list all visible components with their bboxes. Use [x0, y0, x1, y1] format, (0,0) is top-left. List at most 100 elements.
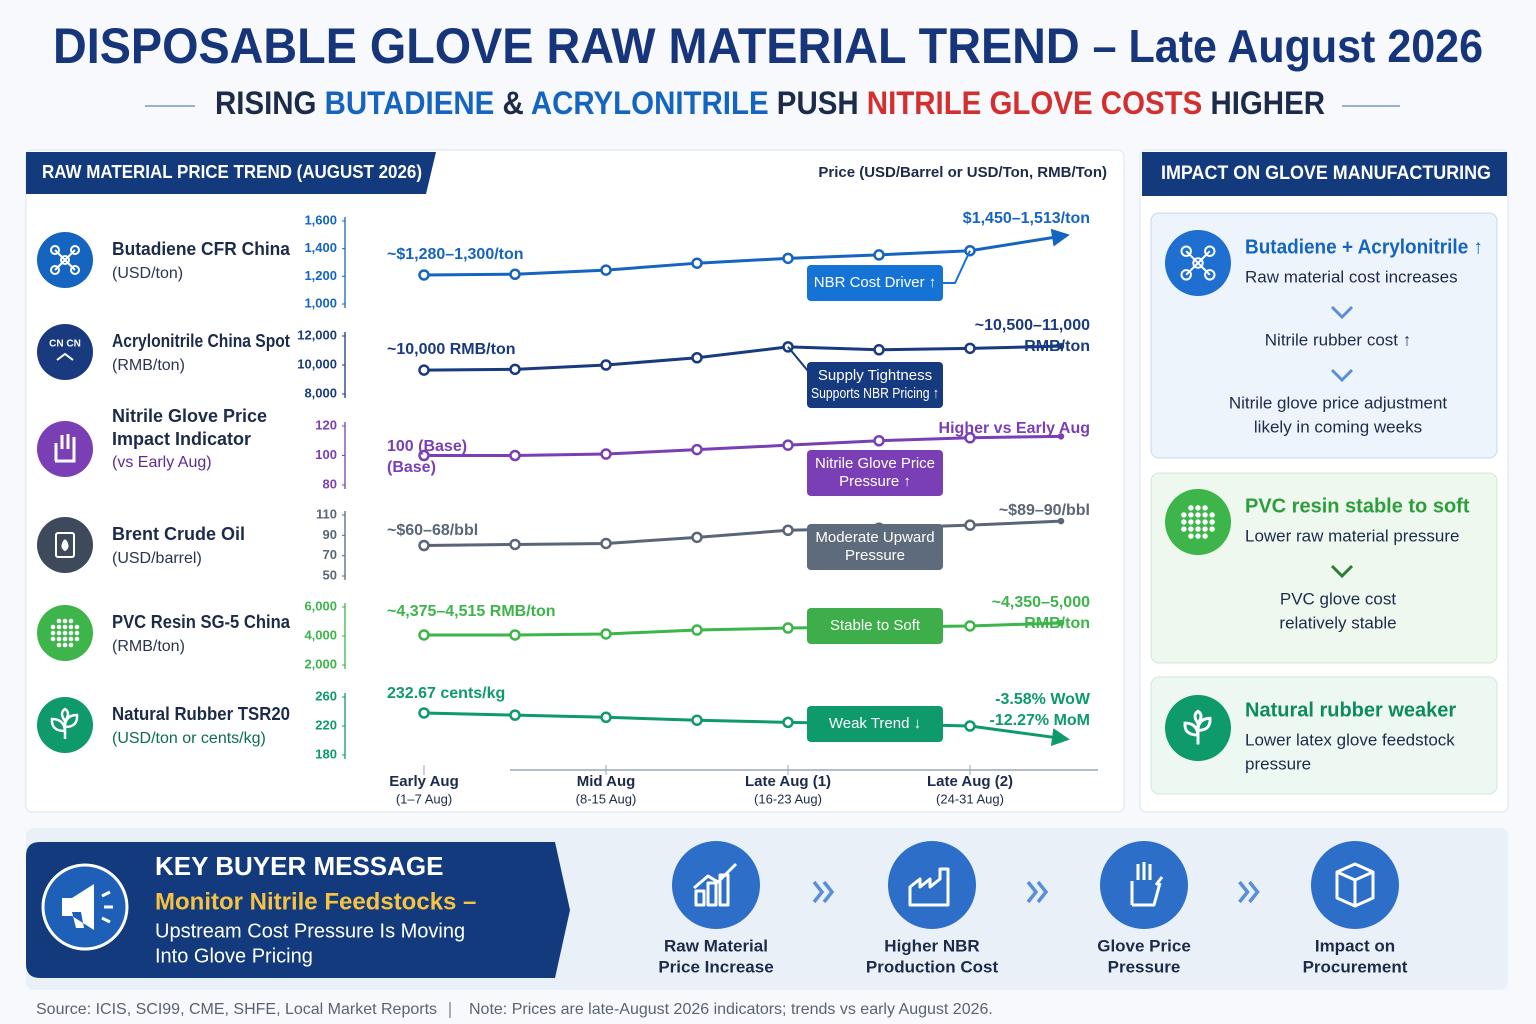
callout-text: Moderate Upward [815, 529, 934, 546]
flow-label: Pressure [1108, 957, 1181, 976]
data-point [964, 432, 976, 444]
title-part: DISPOSABLE GLOVE RAW MATERIAL TREND [53, 18, 1093, 74]
icon-glyph [62, 624, 68, 630]
buyer-text: Upstream Cost Pressure Is Moving [155, 920, 465, 942]
callout-text: Supply Tightness [818, 367, 932, 384]
icon-glyph [55, 532, 75, 558]
data-point [1057, 619, 1065, 627]
flow-label: Higher NBR [884, 936, 979, 955]
data-point [509, 538, 521, 551]
data-point [782, 622, 794, 634]
impact-header [1142, 152, 1507, 196]
flow-label: Impact on [1315, 936, 1395, 955]
end-label: -3.58% WoW [995, 691, 1091, 708]
series-line [423, 228, 1070, 277]
icon-glyph [54, 434, 76, 463]
data-point [418, 364, 430, 376]
flow-label: Procurement [1303, 957, 1408, 976]
card-step: relatively stable [1279, 613, 1396, 632]
icon-glyph [1192, 257, 1204, 269]
series-line [424, 621, 1062, 637]
series-line [423, 344, 1062, 372]
y-tick-label: 220 [315, 717, 337, 732]
y-tick-label: 1,000 [304, 295, 337, 310]
icon-glyph [1197, 250, 1211, 264]
unit-note: Price (USD/Barrel or USD/Ton, RMB/Ton) [818, 164, 1107, 181]
icon-glyph [1202, 519, 1208, 525]
y-tick-label: 6,000 [304, 598, 337, 613]
icon-glyph [1202, 505, 1208, 511]
icon-glyph [50, 245, 80, 275]
data-point [691, 531, 703, 544]
start-label: ~4,375–4,515 RMB/ton [387, 603, 556, 620]
series-subtitle: (USD/ton or cents/kg) [112, 730, 266, 747]
icon-glyph [50, 265, 60, 275]
impact-card [1150, 676, 1498, 795]
icon-glyph [61, 539, 69, 552]
end-label: ~10,500–11,000 [975, 317, 1090, 334]
data-point [418, 629, 430, 641]
data-point [964, 620, 976, 632]
icon-glyph [1180, 269, 1192, 281]
start-label: 232.67 cents/kg [387, 685, 505, 702]
icon-glyph [68, 618, 74, 624]
flow-label: Raw Material [664, 936, 768, 955]
data-point [873, 435, 885, 447]
icon-glyph [1195, 512, 1201, 518]
x-tick-sublabel: (8-15 Aug) [576, 791, 637, 806]
card-heading: PVC resin stable to soft [1245, 495, 1470, 517]
end-label: Higher vs Early Aug [939, 420, 1090, 437]
data-point [418, 269, 430, 281]
icon-text: CN CN [49, 339, 81, 350]
icon-glyph [60, 255, 70, 265]
series-subtitle: (USD/barrel) [112, 550, 202, 567]
card-text: Lower latex glove feedstock [1245, 730, 1455, 749]
icon [37, 421, 93, 477]
icon-glyph [1181, 526, 1187, 532]
chevron [1330, 368, 1354, 383]
series-title: PVC Resin SG-5 China [112, 612, 291, 632]
buyer-title: KEY BUYER MESSAGE [155, 851, 443, 881]
y-tick-label: 120 [315, 417, 337, 432]
data-point [691, 257, 703, 269]
icon-glyph [1202, 512, 1208, 518]
y-tick-label: 260 [315, 688, 337, 703]
callout-box [807, 524, 943, 570]
icon-glyph [70, 265, 80, 275]
icon-glyph [1209, 512, 1215, 518]
icon-glyph [1188, 519, 1194, 525]
end-label: -12.27% MoM [990, 712, 1090, 729]
x-tick-label: Late Aug (2) [927, 773, 1013, 790]
icon-glyph [1181, 512, 1187, 518]
end-label: RMB/ton [1024, 615, 1090, 632]
megaphone-glyph [62, 884, 94, 930]
callout-box [807, 608, 943, 644]
series-title: Butadiene CFR China [112, 239, 291, 259]
flow-arrow [1026, 880, 1049, 904]
card-step: PVC glove cost [1280, 589, 1396, 608]
card-text: pressure [1245, 754, 1311, 773]
data-point [1057, 735, 1065, 742]
icon-glyph [62, 636, 68, 642]
data-point [418, 449, 430, 462]
icon-glyph [50, 707, 79, 739]
series-title: Nitrile Glove Price [112, 406, 267, 426]
icon-glyph [54, 249, 66, 261]
icon-glyph [74, 624, 80, 630]
end-label: ~4,350–5,000 [992, 594, 1090, 611]
icon-glyph [50, 636, 56, 642]
icon-glyph [1188, 505, 1194, 511]
start-label: (Base) [387, 459, 436, 476]
icon-glyph [56, 624, 62, 630]
icon-glyph [50, 618, 80, 648]
callout-text: Supports NBR Pricing ↑ [811, 385, 939, 402]
icon-glyph [50, 707, 79, 739]
y-tick-label: 50 [323, 567, 337, 582]
series-title: Natural Rubber TSR20 [112, 704, 290, 724]
icon-glyph [1204, 269, 1216, 281]
end-label: ~$89–90/bbl [999, 502, 1090, 519]
panel-title: RAW MATERIAL PRICE TREND (AUGUST 2026) [42, 162, 422, 182]
icon-glyph [1185, 250, 1199, 264]
